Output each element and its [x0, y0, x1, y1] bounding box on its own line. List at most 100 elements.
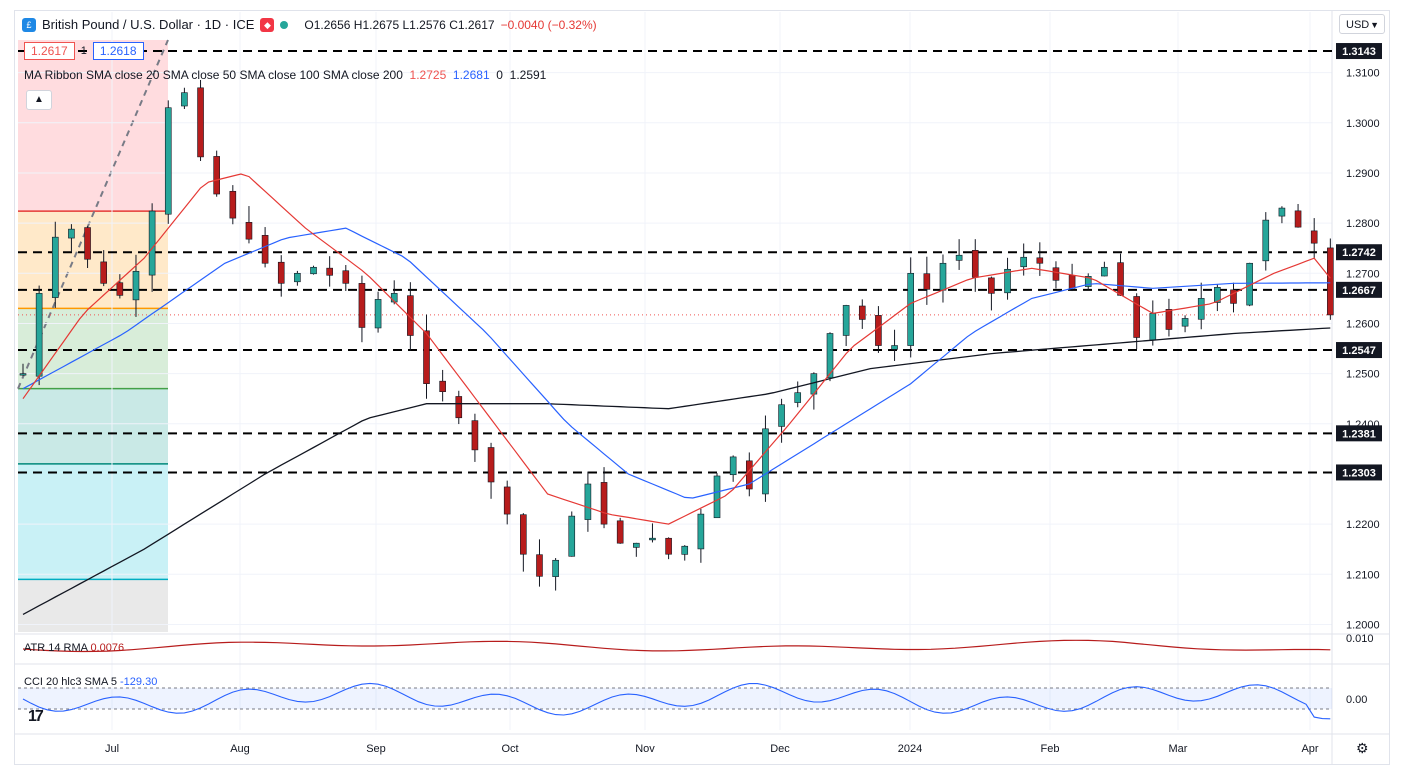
- candle-down: [471, 420, 479, 451]
- candle-up: [148, 210, 156, 276]
- candle-up: [19, 373, 27, 376]
- key-level-label: 1.2303: [1342, 467, 1376, 479]
- candle-up: [891, 345, 898, 350]
- x-tick-label: Apr: [1301, 743, 1318, 755]
- candle-up: [713, 475, 721, 519]
- fib-trend-line: [17, 39, 169, 390]
- candle-down: [1230, 289, 1237, 304]
- y-tick-label: 1.2700: [1346, 268, 1380, 280]
- y-tick-label: 1.2000: [1346, 619, 1380, 631]
- x-tick-label: Sep: [366, 743, 386, 755]
- atr-value: 0.0076: [90, 642, 125, 654]
- x-tick-label: 2024: [898, 743, 922, 755]
- candle-up: [1004, 268, 1011, 294]
- candle-down: [1310, 230, 1318, 244]
- candle-up: [939, 262, 947, 291]
- candle-up: [697, 513, 705, 550]
- sell-button[interactable]: 1.2617: [24, 42, 75, 60]
- candle-up: [68, 228, 75, 239]
- currency-label: USD: [1346, 19, 1370, 31]
- chevron-down-icon: ▼: [1370, 20, 1379, 30]
- key-level-label: 1.2381: [1342, 428, 1376, 440]
- candle-up: [907, 272, 915, 346]
- ma-ribbon-legend[interactable]: MA Ribbon SMA close 20 SMA close 50 SMA …: [24, 68, 546, 82]
- candle-down: [988, 277, 995, 294]
- key-level-badge: [1336, 43, 1382, 60]
- y-tick-label: 1.2900: [1346, 168, 1380, 180]
- symbol-title[interactable]: British Pound / U.S. Dollar · 1D · ICE: [42, 17, 255, 32]
- y-tick-label: 1.3000: [1346, 118, 1380, 130]
- key-level-label: 1.3143: [1342, 46, 1376, 58]
- chart-frame: [14, 10, 1390, 765]
- candle-down: [520, 514, 527, 555]
- buy-button[interactable]: 1.2618: [92, 42, 144, 60]
- candle-down: [1165, 309, 1173, 330]
- atr-legend[interactable]: ATR 14 RMA 0.0076: [24, 642, 124, 654]
- sma50-line: [22, 227, 1331, 499]
- x-tick-label: Feb: [1041, 743, 1060, 755]
- candle-down: [213, 156, 220, 195]
- x-tick-label: Nov: [635, 743, 655, 755]
- candle-up: [1149, 313, 1157, 341]
- flag-icon: £: [22, 17, 36, 32]
- x-tick-label: Aug: [230, 743, 250, 755]
- y-tick-label: 1.2500: [1346, 369, 1380, 381]
- bid-ask: 1.2617 1 1.2618: [24, 42, 144, 60]
- candle-down: [84, 227, 91, 260]
- sma200-value: 1.2591: [509, 68, 547, 82]
- candle-down: [600, 482, 608, 525]
- candle-up: [633, 542, 640, 548]
- candle-down: [1133, 296, 1140, 338]
- candle-down: [326, 267, 333, 276]
- exchange-icon: ◆: [260, 17, 275, 32]
- gear-icon[interactable]: ⚙: [1356, 740, 1369, 756]
- key-level-label: 1.2742: [1342, 247, 1376, 259]
- candle-up: [132, 270, 140, 301]
- candle-up: [1181, 318, 1189, 327]
- candle-up: [842, 305, 850, 336]
- x-tick-label: Mar: [1169, 743, 1188, 755]
- cci-value: -129.30: [120, 676, 158, 688]
- candle-up: [294, 272, 301, 283]
- atr-line: [22, 639, 1331, 653]
- candle-up: [1084, 275, 1092, 287]
- y-tick-label: 1.2100: [1346, 569, 1380, 581]
- candle-down: [665, 537, 672, 555]
- candle-down: [439, 380, 446, 392]
- candle-down: [536, 554, 543, 577]
- candle-down: [923, 273, 931, 290]
- candle-up: [778, 404, 785, 427]
- candle-up: [794, 392, 802, 403]
- candle-up: [1101, 266, 1108, 277]
- candle-down: [487, 447, 495, 483]
- cci-legend[interactable]: CCI 20 hlc3 SMA 5 -129.30: [24, 676, 157, 688]
- tradingview-logo-icon[interactable]: 17: [28, 708, 44, 725]
- key-level-badge: [1336, 464, 1382, 481]
- sma50-value: 1.2681: [452, 68, 490, 82]
- ma-ribbon-label: MA Ribbon SMA close 20 SMA close 50 SMA …: [24, 68, 403, 82]
- key-level-badge: [1336, 342, 1382, 359]
- candle-up: [729, 456, 737, 476]
- key-level-badge: [1336, 244, 1382, 261]
- candle-down: [503, 486, 511, 515]
- symbol-header: £ British Pound / U.S. Dollar · 1D · ICE…: [22, 17, 597, 32]
- collapse-legend-icon[interactable]: ▲: [26, 90, 52, 110]
- fib-band: [18, 388, 168, 464]
- y-tick-label: 1.2200: [1346, 519, 1380, 531]
- cci-line: [22, 682, 1331, 720]
- candle-down: [423, 330, 430, 384]
- spread-value: 1: [80, 45, 87, 57]
- key-level-badge: [1336, 281, 1382, 298]
- candle-up: [584, 483, 592, 520]
- currency-selector[interactable]: USD ▼: [1339, 14, 1385, 34]
- key-level-label: 1.2667: [1342, 285, 1376, 297]
- candle-up: [310, 266, 317, 275]
- candle-up: [955, 254, 963, 261]
- candle-up: [35, 293, 43, 377]
- candle-down: [116, 282, 124, 296]
- candle-down: [245, 222, 253, 240]
- sma200-line: [22, 327, 1331, 615]
- candle-down: [1117, 262, 1124, 296]
- atr-label: ATR 14 RMA: [24, 642, 88, 654]
